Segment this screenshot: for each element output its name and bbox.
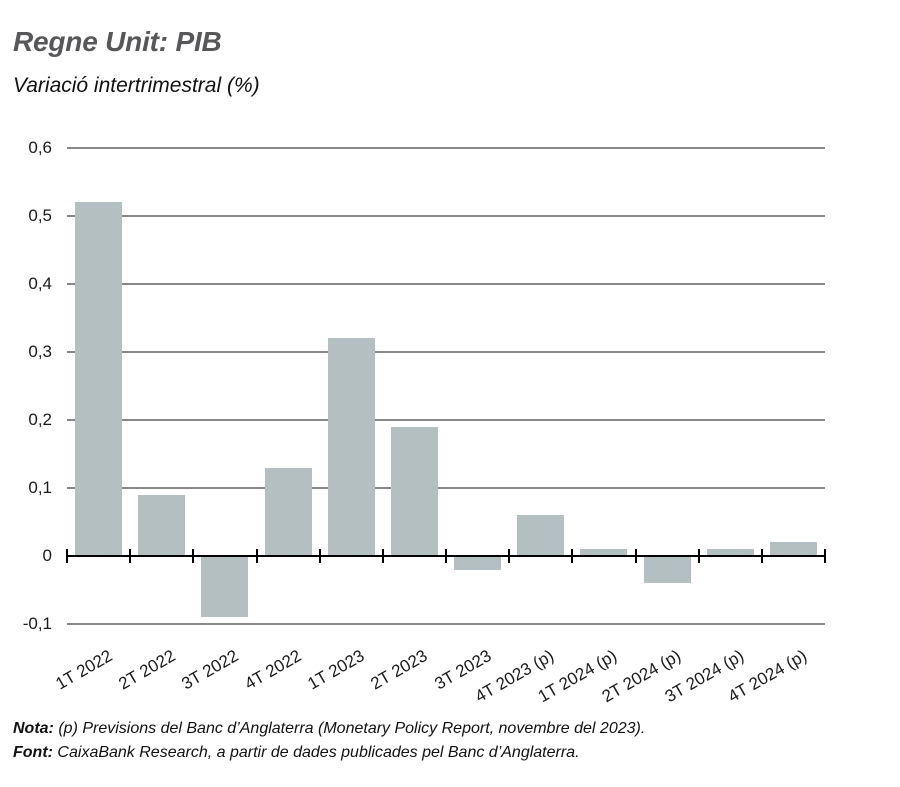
gridline <box>67 623 825 625</box>
bar <box>327 338 375 556</box>
bar <box>201 556 249 618</box>
x-axis-tick-label: 2T 2023 <box>367 646 431 694</box>
source-label: Font: <box>13 744 53 761</box>
source-text: CaixaBank Research, a partir de dades pu… <box>52 744 580 761</box>
bar <box>517 515 565 556</box>
bar <box>580 549 628 556</box>
bar <box>769 542 817 556</box>
y-axis-tick-label: 0,2 <box>28 410 52 429</box>
axis-tick <box>255 549 258 563</box>
axis-tick <box>192 549 195 563</box>
x-axis-tick-label: 1T 2023 <box>304 646 368 694</box>
chart-subtitle: Variació intertrimestral (%) <box>13 74 260 97</box>
bar <box>264 467 312 556</box>
axis-tick <box>66 549 68 563</box>
gridline <box>67 487 825 489</box>
axis-tick <box>571 549 574 563</box>
chart-source: Font: CaixaBank Research, a partir de da… <box>13 741 580 765</box>
y-axis-tick-label: 0 <box>42 546 52 565</box>
x-axis-tick-label: 1T 2022 <box>51 646 116 694</box>
y-axis-tick-label: 0,1 <box>28 478 52 497</box>
bar <box>75 202 123 556</box>
y-axis-tick-label: -0,1 <box>22 614 52 633</box>
gridline <box>67 419 825 421</box>
x-axis-tick-label: 3T 2022 <box>178 646 242 694</box>
gridline <box>67 147 825 149</box>
axis-tick <box>381 549 384 563</box>
axis-tick <box>760 549 763 563</box>
bar <box>706 549 754 556</box>
axis-tick <box>129 549 132 563</box>
x-axis-tick-label: 4T 2022 <box>241 646 305 694</box>
axis-tick <box>445 549 447 563</box>
chart-note: Nota: (p) Previsions del Banc d’Anglater… <box>13 717 645 741</box>
chart-title: Regne Unit: PIB <box>13 26 222 57</box>
gridline <box>67 283 825 285</box>
y-axis-tick-label: 0,5 <box>28 206 52 225</box>
gridline <box>67 215 825 217</box>
y-axis-tick-label: 0,4 <box>28 274 52 293</box>
y-axis-tick-label: 0,6 <box>28 138 52 157</box>
bar <box>643 556 691 584</box>
note-label: Nota: <box>13 720 54 737</box>
gridline <box>67 351 825 353</box>
bar <box>138 494 186 556</box>
axis-tick <box>508 549 511 563</box>
note-text: (p) Previsions del Banc d’Anglaterra (Mo… <box>53 720 646 737</box>
bar <box>454 556 502 570</box>
bar <box>390 426 438 556</box>
axis-tick <box>697 549 700 563</box>
axis-tick <box>634 549 637 563</box>
axis-tick <box>318 549 321 563</box>
y-axis-tick-label: 0,3 <box>28 342 52 361</box>
x-axis-tick-label: 2T 2022 <box>114 646 179 694</box>
axis-tick <box>824 549 826 563</box>
